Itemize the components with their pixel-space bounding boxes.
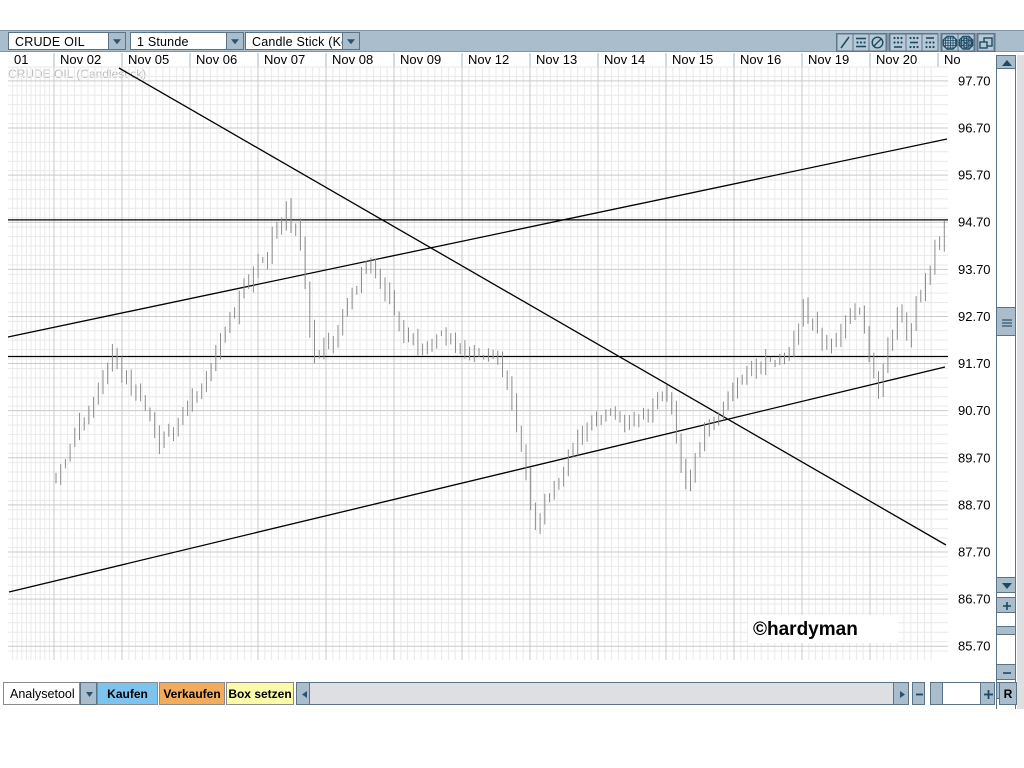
svg-text:Nov 13: Nov 13 <box>536 52 577 67</box>
svg-text:Nov 05: Nov 05 <box>128 52 169 67</box>
svg-text:86.70: 86.70 <box>958 592 991 607</box>
svg-text:88.70: 88.70 <box>958 497 991 512</box>
svg-text:©hardyman: ©hardyman <box>753 619 858 640</box>
svg-text:94.70: 94.70 <box>958 215 991 230</box>
svg-text:85.70: 85.70 <box>958 639 991 654</box>
svg-text:Nov 15: Nov 15 <box>672 52 713 67</box>
svg-text:92.70: 92.70 <box>958 309 991 324</box>
svg-text:Nov 08: Nov 08 <box>332 52 373 67</box>
svg-text:01: 01 <box>14 52 28 67</box>
svg-text:Nov 20: Nov 20 <box>876 52 917 67</box>
svg-text:89.70: 89.70 <box>958 450 991 465</box>
svg-text:Nov 09: Nov 09 <box>400 52 441 67</box>
svg-text:Nov 19: Nov 19 <box>808 52 849 67</box>
svg-text:95.70: 95.70 <box>958 168 991 183</box>
svg-text:Nov 12: Nov 12 <box>468 52 509 67</box>
svg-text:CRUDE OIL (Candlestick): CRUDE OIL (Candlestick) <box>8 67 146 81</box>
svg-text:90.70: 90.70 <box>958 403 991 418</box>
svg-text:97.70: 97.70 <box>958 73 991 88</box>
svg-text:Nov 06: Nov 06 <box>196 52 237 67</box>
svg-text:87.70: 87.70 <box>958 545 991 560</box>
svg-text:No: No <box>944 52 961 67</box>
svg-text:93.70: 93.70 <box>958 262 991 277</box>
svg-text:Nov 07: Nov 07 <box>264 52 305 67</box>
svg-text:91.70: 91.70 <box>958 356 991 371</box>
svg-text:96.70: 96.70 <box>958 121 991 136</box>
svg-text:Nov 16: Nov 16 <box>740 52 781 67</box>
svg-text:Nov 02: Nov 02 <box>60 52 101 67</box>
svg-text:Nov 14: Nov 14 <box>604 52 645 67</box>
